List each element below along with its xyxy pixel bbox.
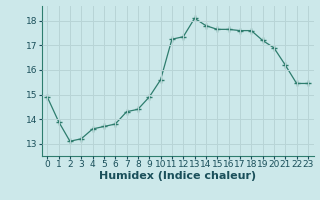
X-axis label: Humidex (Indice chaleur): Humidex (Indice chaleur) [99,171,256,181]
